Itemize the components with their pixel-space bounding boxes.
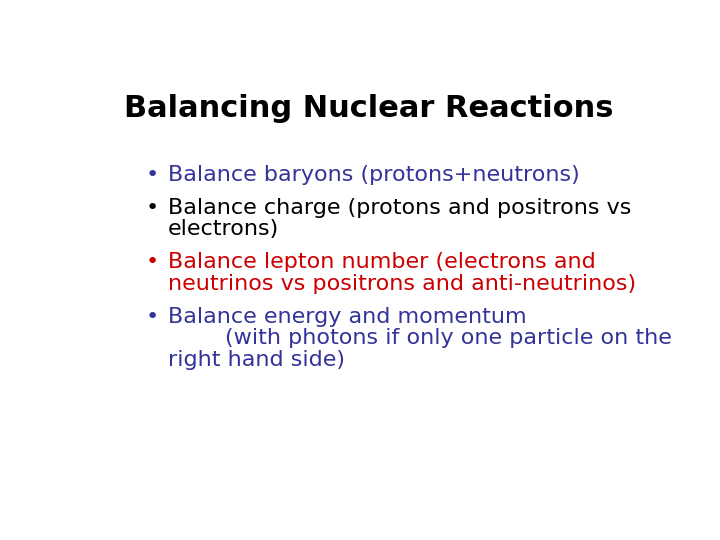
Text: Balance charge (protons and positrons vs: Balance charge (protons and positrons vs [168, 198, 631, 218]
Text: •: • [145, 165, 159, 185]
Text: •: • [145, 198, 159, 218]
Text: Balance baryons (protons+neutrons): Balance baryons (protons+neutrons) [168, 165, 580, 185]
Text: Balance lepton number (electrons and: Balance lepton number (electrons and [168, 252, 596, 272]
Text: right hand side): right hand side) [168, 349, 345, 369]
Text: •: • [145, 252, 159, 272]
Text: Balance energy and momentum: Balance energy and momentum [168, 307, 527, 327]
Text: neutrinos vs positrons and anti-neutrinos): neutrinos vs positrons and anti-neutrino… [168, 274, 636, 294]
Text: •: • [145, 307, 159, 327]
Text: (with photons if only one particle on the: (with photons if only one particle on th… [168, 328, 672, 348]
Text: Balancing Nuclear Reactions: Balancing Nuclear Reactions [125, 94, 613, 123]
Text: electrons): electrons) [168, 219, 279, 239]
